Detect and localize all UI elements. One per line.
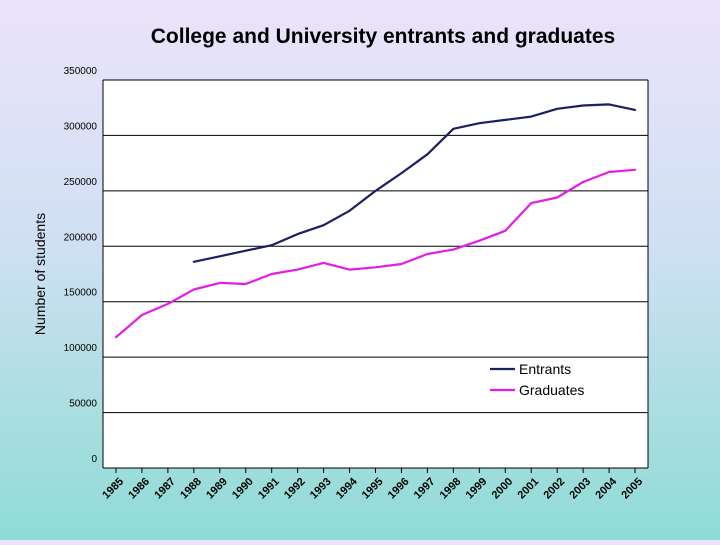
x-tick-label: 1989 [204, 476, 230, 502]
x-tick-label: 1985 [100, 476, 126, 502]
y-tick-label: 150000 [64, 288, 98, 299]
x-tick-label: 1998 [438, 476, 464, 502]
x-tick-label: 2003 [567, 476, 593, 502]
x-tick-label: 1994 [334, 475, 360, 501]
x-tick-label: 1991 [256, 476, 282, 502]
x-tick-labels: 1985 1986 1987 1988 1989 1990 1991 1992 1993 1994… [100, 468, 645, 501]
legend: Entrants Graduates [490, 361, 584, 398]
x-tick-label: 1990 [230, 476, 256, 502]
y-tick-labels: 0 50000 100000 150000 200000 250000 300000 3500… [64, 66, 98, 465]
series-line-graduates [114, 168, 637, 339]
x-tick-label: 1986 [126, 476, 152, 502]
x-tick-label: 1997 [412, 476, 438, 502]
y-axis-label: Number of students [32, 213, 48, 335]
x-tick-label: 2004 [593, 475, 619, 501]
x-tick-label: 2001 [516, 476, 542, 502]
x-tick-label: 1995 [360, 476, 386, 502]
x-tick-label: 1993 [308, 476, 334, 502]
legend-label-graduates: Graduates [519, 382, 584, 398]
y-tick-label: 250000 [64, 177, 98, 188]
y-tick-label: 100000 [64, 343, 98, 354]
legend-label-entrants: Entrants [519, 361, 571, 377]
x-tick-label: 1996 [386, 476, 412, 502]
y-tick-label: 200000 [64, 232, 98, 243]
x-tick-label: 2005 [619, 476, 645, 502]
series-line-entrants [192, 103, 637, 263]
x-tick-label: 1987 [152, 476, 178, 502]
x-tick-label: 1999 [464, 476, 490, 502]
y-tick-label: 300000 [64, 121, 98, 132]
series-lines [114, 103, 637, 339]
x-tick-label: 2000 [490, 476, 516, 502]
x-tick-label: 2002 [541, 476, 567, 502]
y-tick-label: 0 [91, 454, 97, 465]
x-tick-label: 1992 [282, 476, 308, 502]
y-tick-label: 50000 [69, 399, 97, 410]
y-tick-label: 350000 [64, 66, 98, 77]
chart-title: College and University entrants and grad… [151, 25, 615, 48]
x-tick-label: 1988 [178, 476, 204, 502]
plot-area [103, 80, 648, 468]
